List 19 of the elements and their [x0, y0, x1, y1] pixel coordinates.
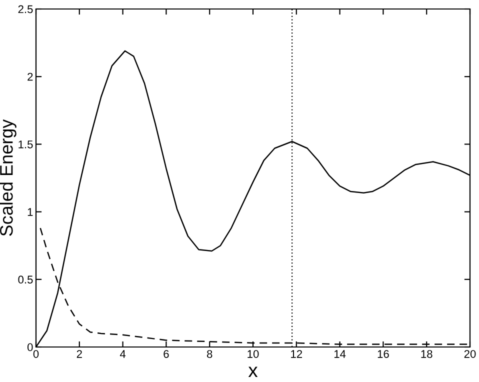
y-tick-label: 2.5	[18, 5, 33, 14]
y-axis-title: Scaled Energy	[0, 119, 16, 236]
y-tick-label: 2	[28, 72, 33, 81]
x-tick-label: 16	[378, 350, 389, 358]
y-tick-label: 0	[27, 343, 33, 352]
x-tick-label: 4	[120, 350, 126, 358]
y-tick-label: 0.5	[18, 276, 33, 284]
x-tick-label: 6	[164, 350, 169, 358]
x-tick-label: 10	[248, 350, 259, 358]
y-tick-label: 1.5	[18, 140, 33, 148]
x-tick-label: 0	[33, 350, 39, 358]
x-axis-title: x	[248, 366, 258, 378]
x-tick-label: 2	[76, 350, 82, 358]
x-tick-label: 18	[421, 350, 432, 358]
x-tick-label: 8	[206, 350, 212, 358]
x-tick-label: 20	[464, 350, 476, 358]
y-tick-label: 1	[28, 208, 33, 216]
x-tick-label: 12	[291, 350, 302, 358]
x-tick-label: 14	[334, 350, 346, 358]
